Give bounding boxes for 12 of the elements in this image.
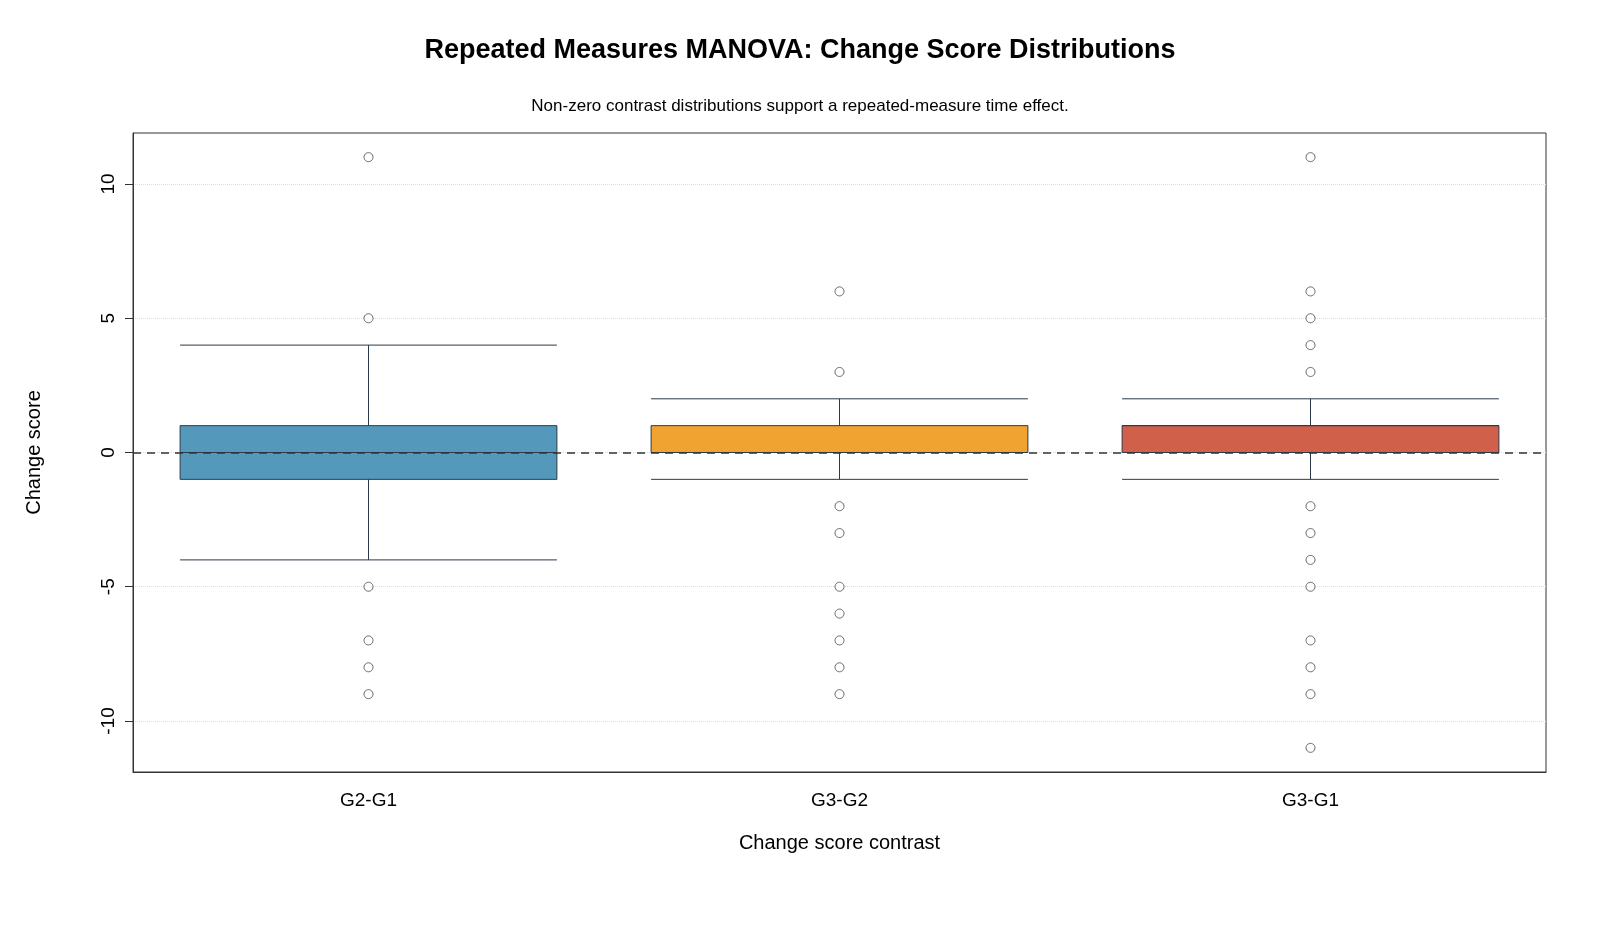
y-tick-label: 10 <box>97 173 118 195</box>
chart-subtitle: Non-zero contrast distributions support a repeated-measure time effect. <box>531 96 1069 115</box>
y-axis-title: Change score <box>22 390 44 515</box>
x-tick-label: G3-G1 <box>1281 789 1340 810</box>
y-tick-label: 5 <box>97 312 118 324</box>
chart-title: Repeated Measures MANOVA: Change Score Distributions <box>424 33 1176 64</box>
y-tick-label: -10 <box>97 707 118 735</box>
y-tick-label: 0 <box>97 447 118 458</box>
x-tick-label: G3-G2 <box>810 789 869 810</box>
x-axis-title: Change score contrast <box>738 831 941 853</box>
y-tick-label: -5 <box>97 578 118 596</box>
x-tick-label: G2-G1 <box>339 789 398 810</box>
